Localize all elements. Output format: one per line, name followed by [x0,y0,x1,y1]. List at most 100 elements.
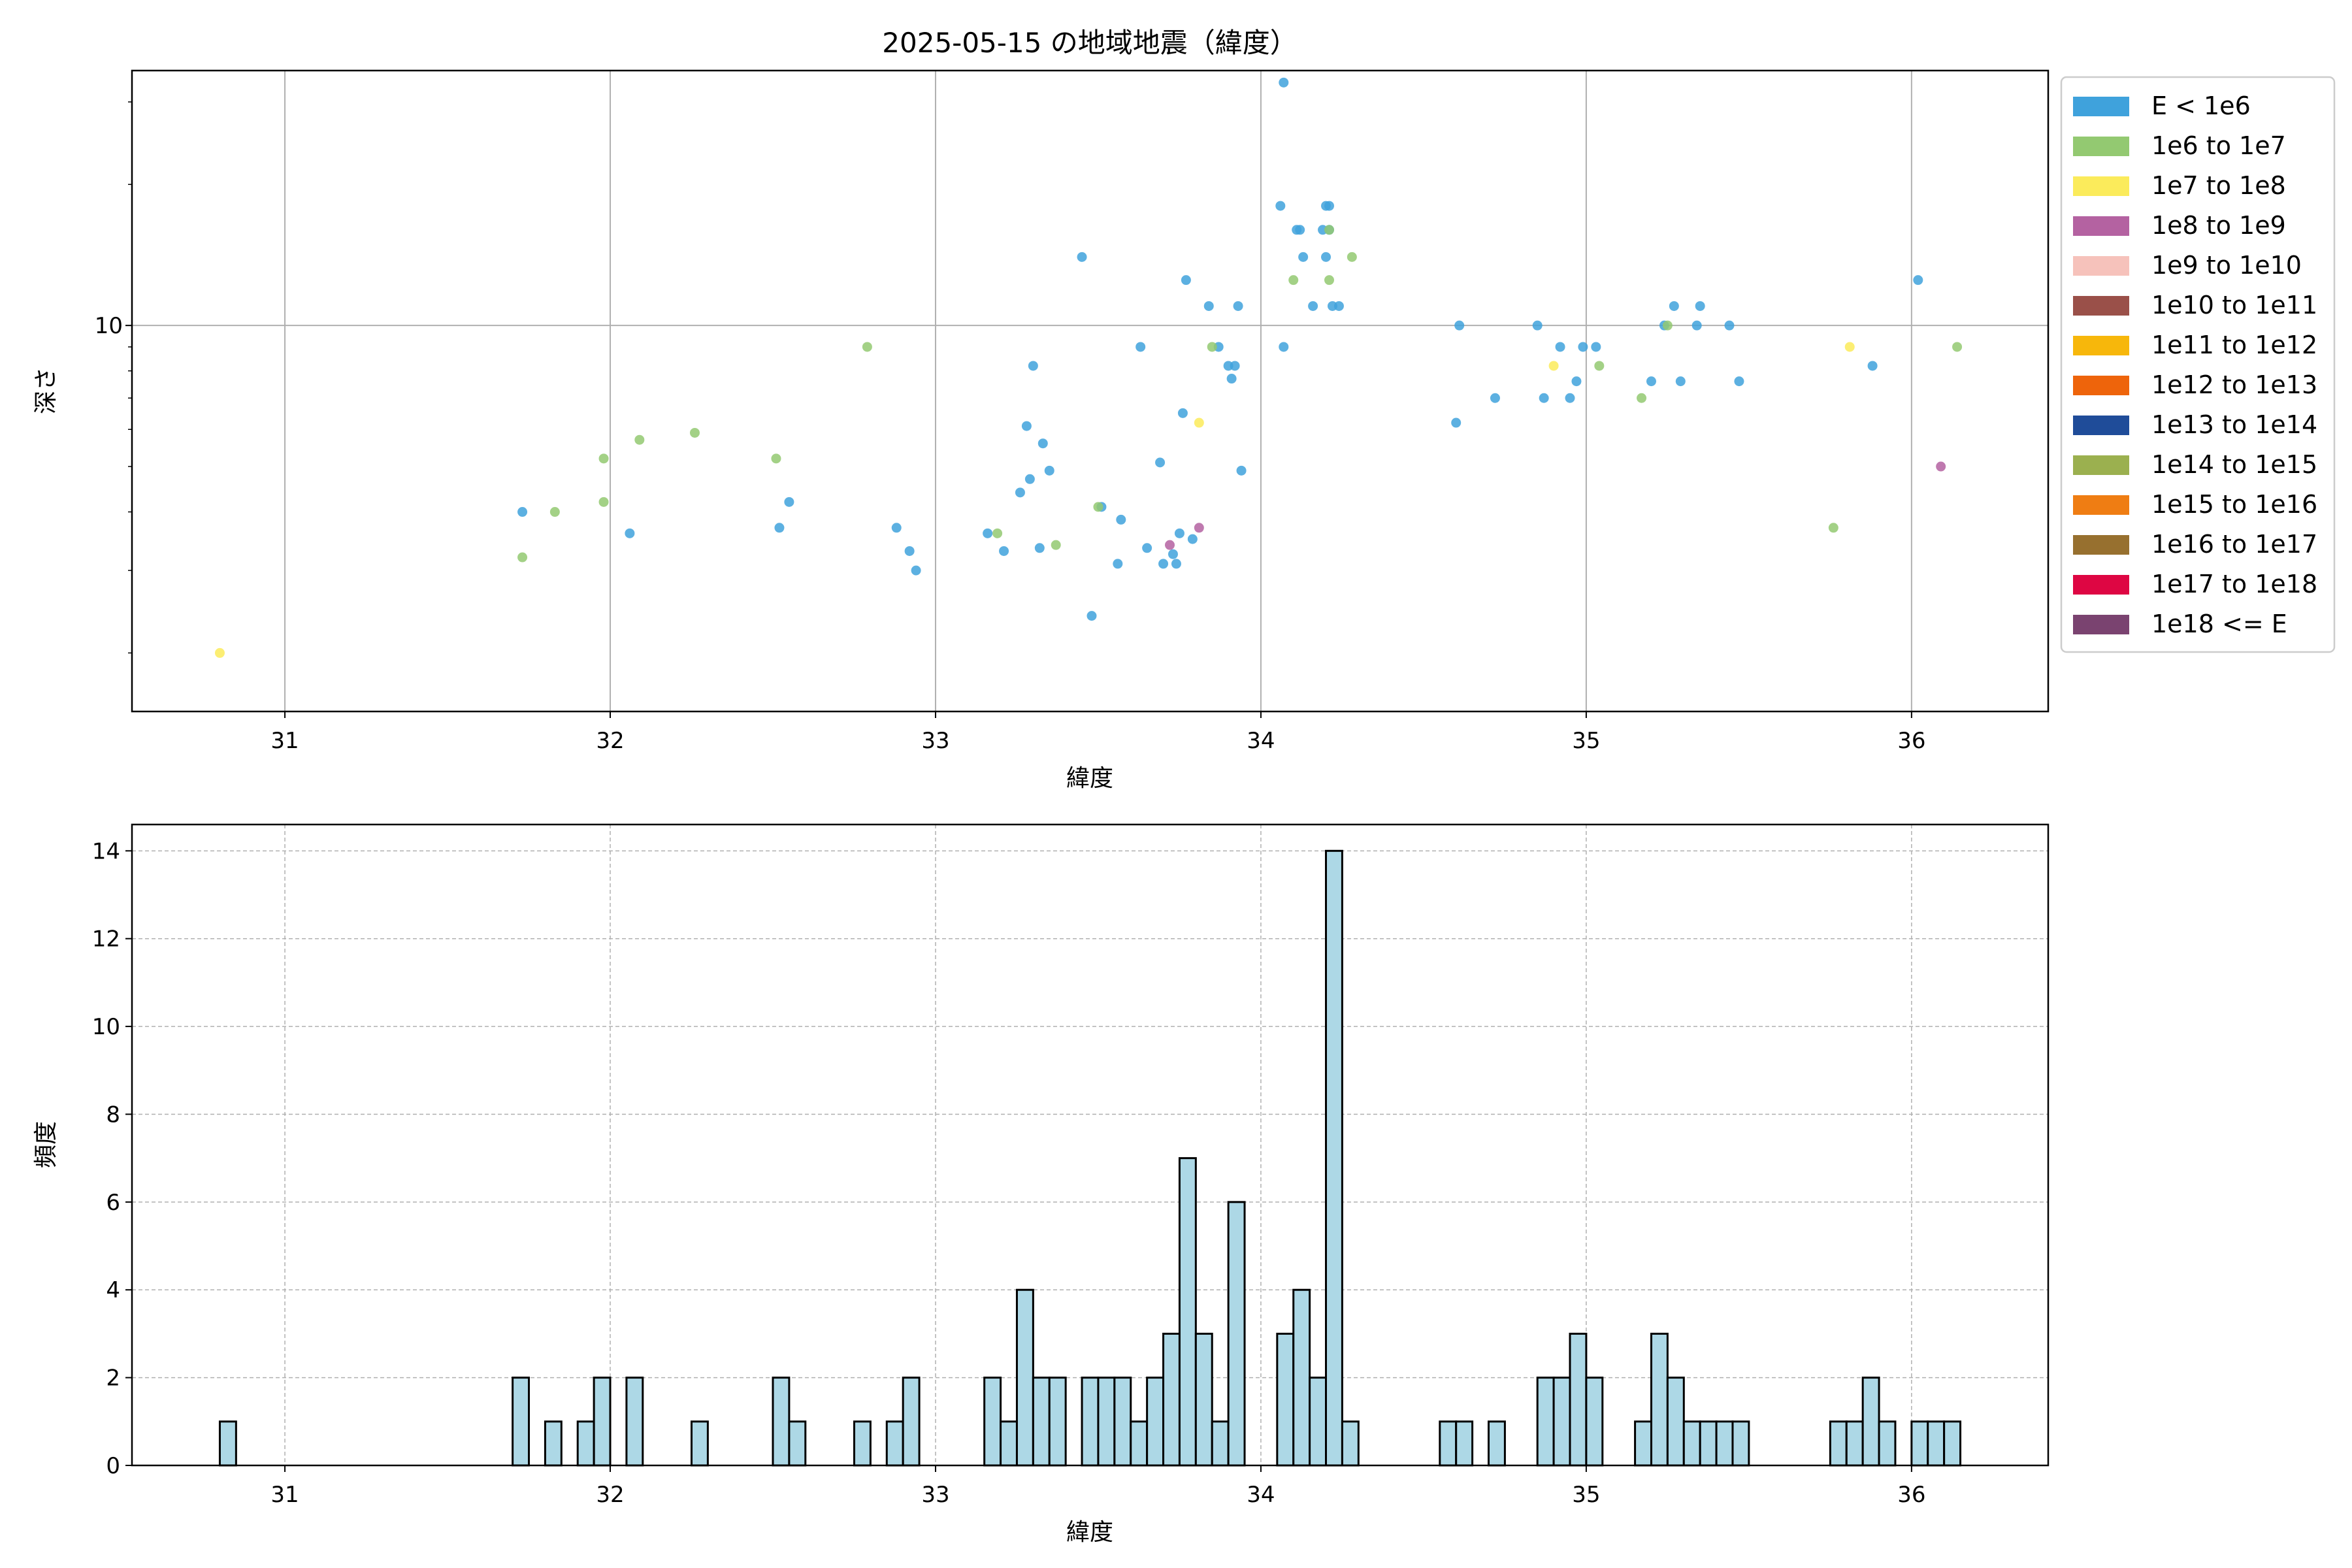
scatter-point [904,546,915,556]
histogram-gridlines [132,825,2048,1466]
scatter-point [1734,376,1744,387]
legend-swatch [2073,216,2129,236]
histogram-bar [1699,1420,1718,1467]
scatter-x-tick-label: 32 [596,728,624,754]
scatter-point [1177,408,1188,418]
scatter-point [1691,320,1702,331]
histogram-bar [1276,1332,1295,1467]
histogram-bar [1682,1420,1701,1467]
histogram-x-tick-label: 36 [1897,1482,1925,1508]
histogram-bar [625,1377,644,1467]
scatter-y-tick-label: 10 [95,313,123,339]
scatter-point [1578,342,1588,352]
histogram-bar [1552,1377,1571,1467]
legend-label: 1e18 <= E [2151,610,2287,638]
scatter-point [1867,361,1878,371]
histogram-ticks: 31 32 33 34 35 36 0 2 4 6 8 10 12 14 [92,838,1926,1508]
scatter-point [1158,559,1169,569]
scatter-point [1936,461,1946,472]
scatter-x-tick-label: 31 [270,728,299,754]
scatter-point [598,497,609,507]
scatter-point [1168,549,1178,559]
legend-swatch [2073,535,2129,555]
histogram-bar [1439,1420,1458,1467]
histogram-bar [1861,1377,1880,1467]
scatter-point [625,528,635,538]
legend-label: 1e16 to 1e17 [2151,530,2317,559]
histogram-bar [1292,1288,1311,1467]
scatter-point [1051,540,1061,550]
scatter-point [1637,393,1647,403]
scatter-title: 2025-05-15 の地域地震（緯度） [882,27,1297,59]
scatter-y-axis-label: 深さ [33,367,59,414]
histogram-bar [1536,1377,1555,1467]
scatter-point [1174,528,1184,538]
scatter-point [1226,374,1237,384]
legend-label: 1e7 to 1e8 [2151,171,2286,200]
histogram-x-tick-label: 33 [921,1482,949,1508]
legend-swatch [2073,256,2129,276]
legend-swatch [2073,137,2129,156]
scatter-point [1187,534,1198,544]
histogram-bar [1488,1420,1506,1467]
scatter-ticks: 31 32 33 34 35 36 10 [95,101,1925,754]
scatter-point [1015,487,1025,498]
histogram-bar [1178,1157,1197,1467]
scatter-point [1165,540,1175,550]
histogram-x-tick-label: 32 [596,1482,624,1508]
scatter-point [1093,502,1103,512]
histogram-bar [1341,1420,1360,1467]
scatter-point [1181,275,1191,286]
histogram-x-tick-label: 31 [270,1482,299,1508]
scatter-point [1288,275,1299,286]
scatter-point [1333,301,1344,311]
scatter-point [1086,611,1097,621]
legend-swatch [2073,495,2129,515]
histogram-bar [1634,1420,1652,1467]
scatter-point [1548,361,1559,371]
histogram-bar [1943,1420,1962,1467]
scatter-point [1021,421,1032,431]
legend-swatch [2073,615,2129,634]
legend-swatch [2073,575,2129,595]
histogram-x-tick-label: 35 [1572,1482,1600,1508]
legend-items: E < 1e6 1e6 to 1e7 1e7 to 1e8 1e8 to 1e9 1e9… [2073,91,2317,638]
scatter-point [1279,77,1289,88]
scatter-point [1194,417,1204,428]
scatter-panel: 2025-05-15 の地域地震（緯度） 31 32 33 34 35 36 10 緯度 深… [33,27,2336,792]
histogram-bar [1048,1377,1067,1467]
scatter-point [1695,301,1705,311]
legend-label: 1e13 to 1e14 [2151,410,2317,439]
legend-swatch [2073,416,2129,435]
scatter-plot-frame [131,69,2050,713]
scatter-point [1324,225,1335,235]
histogram-bar [1081,1377,1100,1467]
scatter-point [771,453,781,464]
histogram-bar [1146,1377,1165,1467]
scatter-point [214,647,225,658]
histogram-bar [1211,1420,1230,1467]
histogram-bar [1162,1332,1181,1467]
histogram-bar [1227,1201,1246,1467]
scatter-point [1298,252,1309,262]
scatter-point [1844,342,1855,352]
histogram-y-tick-label: 10 [92,1014,120,1040]
histogram-x-tick-label: 34 [1247,1482,1275,1508]
histogram-bars [218,849,1962,1467]
scatter-point [1236,465,1247,476]
histogram-bar [1000,1420,1018,1467]
histogram-bar [593,1377,612,1467]
scatter-point [1321,252,1331,262]
legend-label: 1e9 to 1e10 [2151,251,2302,280]
scatter-x-tick-label: 34 [1247,728,1275,754]
scatter-point [1594,361,1605,371]
scatter-point [1490,393,1500,403]
scatter-x-tick-label: 36 [1897,728,1925,754]
histogram-y-tick-label: 8 [106,1102,120,1128]
scatter-x-tick-label: 35 [1572,728,1600,754]
histogram-bar [690,1420,709,1467]
histogram-bar [1585,1377,1604,1467]
scatter-point [1207,342,1217,352]
scatter-point [1555,342,1565,352]
